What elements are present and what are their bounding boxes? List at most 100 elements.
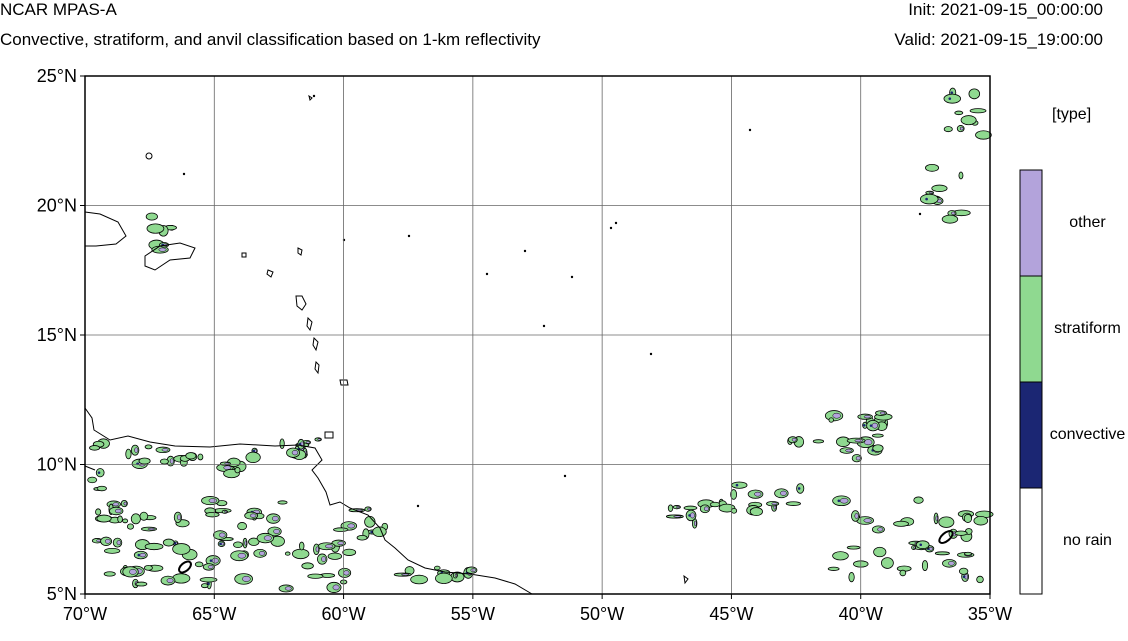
other-cell xyxy=(854,513,859,519)
other-cell xyxy=(207,565,214,569)
other-cell xyxy=(211,557,219,564)
precip-speck xyxy=(485,272,489,276)
coastline-layer xyxy=(84,94,689,595)
stratiform-cell xyxy=(291,548,310,560)
stratiform-cell xyxy=(915,540,930,550)
stratiform-cell xyxy=(159,458,169,465)
stratiform-cell xyxy=(976,575,984,584)
other-cell xyxy=(832,412,841,419)
other-cell xyxy=(114,508,122,514)
stratiform-cell xyxy=(969,108,987,114)
precip-speck xyxy=(542,324,546,328)
stratiform-cell xyxy=(146,223,165,234)
other-cell xyxy=(317,438,321,441)
stratiform-cell xyxy=(871,433,884,438)
stratiform-cell xyxy=(973,515,989,526)
other-cell xyxy=(337,541,345,545)
coastline xyxy=(306,316,313,332)
other-cell xyxy=(105,538,111,544)
stratiform-cell xyxy=(96,485,107,492)
stratiform-cell xyxy=(832,551,849,561)
stratiform-cell xyxy=(731,481,748,489)
other-cell xyxy=(791,437,797,442)
precip-speck xyxy=(416,504,420,508)
convective-cell xyxy=(919,543,923,547)
stratiform-cell xyxy=(954,110,964,116)
other-cell xyxy=(147,527,155,531)
stratiform-cell xyxy=(234,467,241,474)
legend-label-other: other xyxy=(1069,214,1106,231)
other-cell xyxy=(839,498,849,504)
stratiform-cell xyxy=(87,476,98,484)
stratiform-cell xyxy=(162,538,175,547)
other-cell xyxy=(673,515,682,518)
convective-cell xyxy=(948,97,952,100)
other-cell xyxy=(315,546,319,553)
y-tick-label: 15°N xyxy=(37,325,77,345)
other-cell xyxy=(854,439,864,443)
precip-speck xyxy=(523,249,527,253)
other-cell xyxy=(129,568,137,575)
x-tick-label: 35°W xyxy=(968,604,1012,624)
stratiform-cell xyxy=(848,572,855,583)
stratiform-cell xyxy=(812,439,825,444)
stratiform-cell xyxy=(139,511,149,521)
coastline xyxy=(266,269,274,278)
init-time: Init: 2021-09-15_00:00:00 xyxy=(908,0,1103,19)
other-cell xyxy=(367,507,371,511)
stratiform-cell xyxy=(921,560,929,572)
other-cell xyxy=(112,502,120,507)
stratiform-cell xyxy=(827,566,840,571)
stratiform-cell xyxy=(298,541,305,551)
other-cell xyxy=(871,422,878,429)
stratiform-cell xyxy=(122,518,129,524)
other-cell xyxy=(249,513,257,518)
other-cell xyxy=(347,523,355,529)
stratiform-cell xyxy=(943,93,962,104)
stratiform-cell xyxy=(730,507,738,514)
stratiform-cell xyxy=(730,489,738,500)
other-cell xyxy=(754,491,762,497)
precip-layer xyxy=(87,87,994,593)
stratiform-cell xyxy=(327,552,343,560)
stratiform-cell xyxy=(938,516,955,528)
y-tick-labels: 25°N 20°N 15°N 10°N 5°N xyxy=(37,66,85,604)
other-cell xyxy=(284,586,292,591)
other-cell xyxy=(321,556,327,562)
legend-swatch-stratiform xyxy=(1019,275,1043,383)
valid-time: Valid: 2021-09-15_19:00:00 xyxy=(894,30,1103,49)
gridlines xyxy=(85,76,990,594)
other-cell xyxy=(134,447,139,453)
other-cell xyxy=(291,450,299,456)
legend-swatch-no-rain xyxy=(1019,487,1043,595)
stratiform-cell xyxy=(125,448,132,460)
y-tick-label: 10°N xyxy=(37,455,77,475)
stratiform-cell xyxy=(975,130,992,140)
stratiform-cell xyxy=(144,444,153,450)
coastline xyxy=(84,211,127,247)
legend-label-convective: convective xyxy=(1049,426,1126,443)
stratiform-cell xyxy=(941,214,959,224)
other-cell xyxy=(771,502,778,506)
precip-speck xyxy=(614,221,618,225)
other-cell xyxy=(877,527,884,532)
convective-cell xyxy=(370,530,373,534)
other-cell xyxy=(258,551,266,556)
other-cell xyxy=(401,573,410,576)
stratiform-cell xyxy=(893,520,910,527)
other-cell xyxy=(935,515,938,522)
other-cell xyxy=(123,501,127,506)
other-cell xyxy=(863,415,871,419)
coastline xyxy=(297,247,303,256)
stratiform-cell xyxy=(138,457,151,465)
x-tick-label: 50°W xyxy=(580,604,624,624)
stratiform-cell xyxy=(284,551,291,556)
other-cell xyxy=(224,510,228,513)
other-cell xyxy=(845,448,852,453)
stratiform-cell xyxy=(145,212,158,221)
other-cell xyxy=(690,512,695,519)
stratiform-cell xyxy=(749,507,763,517)
stratiform-cell xyxy=(96,514,112,523)
precip-speck xyxy=(649,352,653,356)
